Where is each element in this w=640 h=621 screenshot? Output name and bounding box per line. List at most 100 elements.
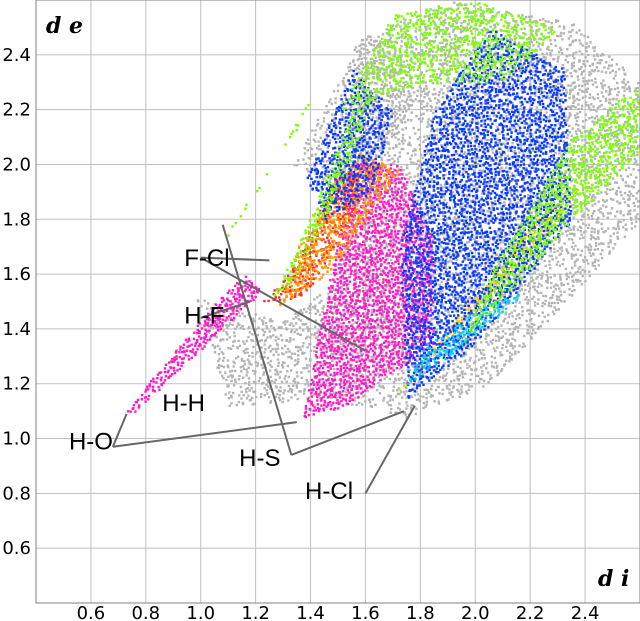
data-point <box>445 322 448 325</box>
data-point <box>425 403 428 406</box>
data-point <box>446 387 449 390</box>
data-point <box>405 210 408 213</box>
data-point <box>392 107 396 110</box>
data-point <box>360 134 363 138</box>
data-point <box>351 167 354 170</box>
data-point <box>437 385 440 389</box>
data-point <box>410 364 414 367</box>
data-point <box>465 390 468 393</box>
data-point <box>410 45 413 49</box>
data-point <box>448 95 451 99</box>
data-point <box>388 147 391 150</box>
data-point <box>452 359 455 362</box>
data-point <box>351 323 354 326</box>
data-point <box>433 400 436 403</box>
data-point <box>522 292 526 295</box>
data-point <box>455 309 458 313</box>
data-point <box>427 220 430 224</box>
data-point <box>436 205 440 208</box>
data-point <box>509 175 512 178</box>
data-point <box>261 366 265 370</box>
data-point <box>404 242 408 245</box>
data-point <box>247 394 250 397</box>
data-point <box>313 307 317 310</box>
data-point <box>429 8 432 11</box>
data-point <box>421 81 424 84</box>
data-point <box>248 380 251 384</box>
data-point <box>458 291 461 295</box>
data-point <box>520 284 523 287</box>
data-point <box>393 224 396 227</box>
data-point <box>306 326 309 329</box>
data-point <box>567 37 571 40</box>
data-point <box>289 355 292 358</box>
data-point <box>566 48 569 51</box>
data-point <box>356 298 360 301</box>
data-point <box>432 203 435 207</box>
data-point <box>489 25 492 28</box>
data-point <box>414 149 417 152</box>
data-point <box>455 271 458 275</box>
data-point <box>322 305 326 308</box>
data-point <box>263 355 266 359</box>
data-point <box>211 344 214 347</box>
data-point <box>442 45 446 49</box>
data-point <box>285 351 288 354</box>
data-point <box>409 157 412 161</box>
data-point <box>425 84 428 88</box>
data-point <box>419 73 423 76</box>
data-point <box>453 232 456 235</box>
data-point <box>409 43 412 46</box>
data-point <box>553 312 556 316</box>
data-point <box>226 359 230 362</box>
data-point <box>284 374 287 378</box>
data-point <box>317 329 320 332</box>
data-point <box>222 329 225 332</box>
data-point <box>513 345 517 348</box>
data-point <box>437 93 441 97</box>
data-point <box>218 357 221 361</box>
data-point <box>503 293 507 296</box>
data-point <box>495 253 499 256</box>
data-point <box>419 160 422 164</box>
data-point <box>467 240 471 244</box>
data-point <box>392 263 395 266</box>
data-point <box>243 315 246 318</box>
data-point <box>360 43 363 46</box>
data-point <box>302 342 305 345</box>
data-point <box>447 124 451 127</box>
data-point <box>568 226 571 229</box>
data-point <box>297 354 300 357</box>
data-point <box>458 166 462 169</box>
data-point <box>451 183 454 187</box>
data-point <box>391 104 394 107</box>
data-point <box>287 355 290 359</box>
data-point <box>551 258 554 261</box>
data-point <box>460 318 464 322</box>
data-point <box>373 350 377 353</box>
data-point <box>425 152 428 155</box>
data-point <box>379 68 382 71</box>
data-point <box>528 15 531 19</box>
data-point <box>307 370 310 373</box>
data-point <box>547 31 550 35</box>
data-point <box>420 49 424 52</box>
data-point <box>324 391 328 394</box>
data-point <box>444 378 448 381</box>
data-point <box>504 332 507 335</box>
data-point <box>392 267 396 270</box>
data-point <box>314 386 318 389</box>
data-point <box>248 325 251 329</box>
data-point <box>368 274 371 277</box>
data-point <box>321 310 324 313</box>
data-point <box>455 52 459 55</box>
data-point <box>378 259 382 263</box>
data-point <box>409 271 412 275</box>
data-point <box>451 272 455 275</box>
data-point <box>516 201 520 204</box>
data-point <box>557 75 560 78</box>
data-point <box>522 161 526 164</box>
data-point <box>568 238 571 241</box>
data-point <box>293 377 296 381</box>
data-point <box>441 137 445 140</box>
